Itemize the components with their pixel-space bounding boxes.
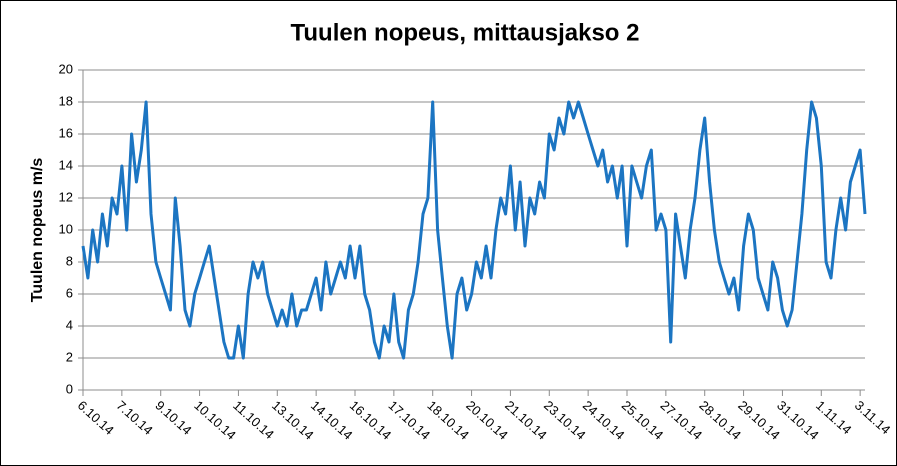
chart-title: Tuulen nopeus, mittausjakso 2 [291, 19, 640, 46]
y-tick-label: 20 [59, 61, 73, 76]
y-tick-label: 10 [59, 221, 73, 236]
y-tick-label: 8 [66, 253, 73, 268]
y-tick-label: 16 [59, 125, 73, 140]
y-tick-label: 2 [66, 349, 73, 364]
y-tick-label: 18 [59, 93, 73, 108]
y-tick-label: 14 [59, 157, 73, 172]
data-line [81, 100, 867, 360]
y-tick-label: 6 [66, 285, 73, 300]
y-tick-label: 4 [66, 317, 73, 332]
y-tick-label: 12 [59, 189, 73, 204]
y-tick-label: 0 [66, 381, 73, 396]
y-axis-title: Tuulen nopeus m/s [29, 158, 46, 303]
